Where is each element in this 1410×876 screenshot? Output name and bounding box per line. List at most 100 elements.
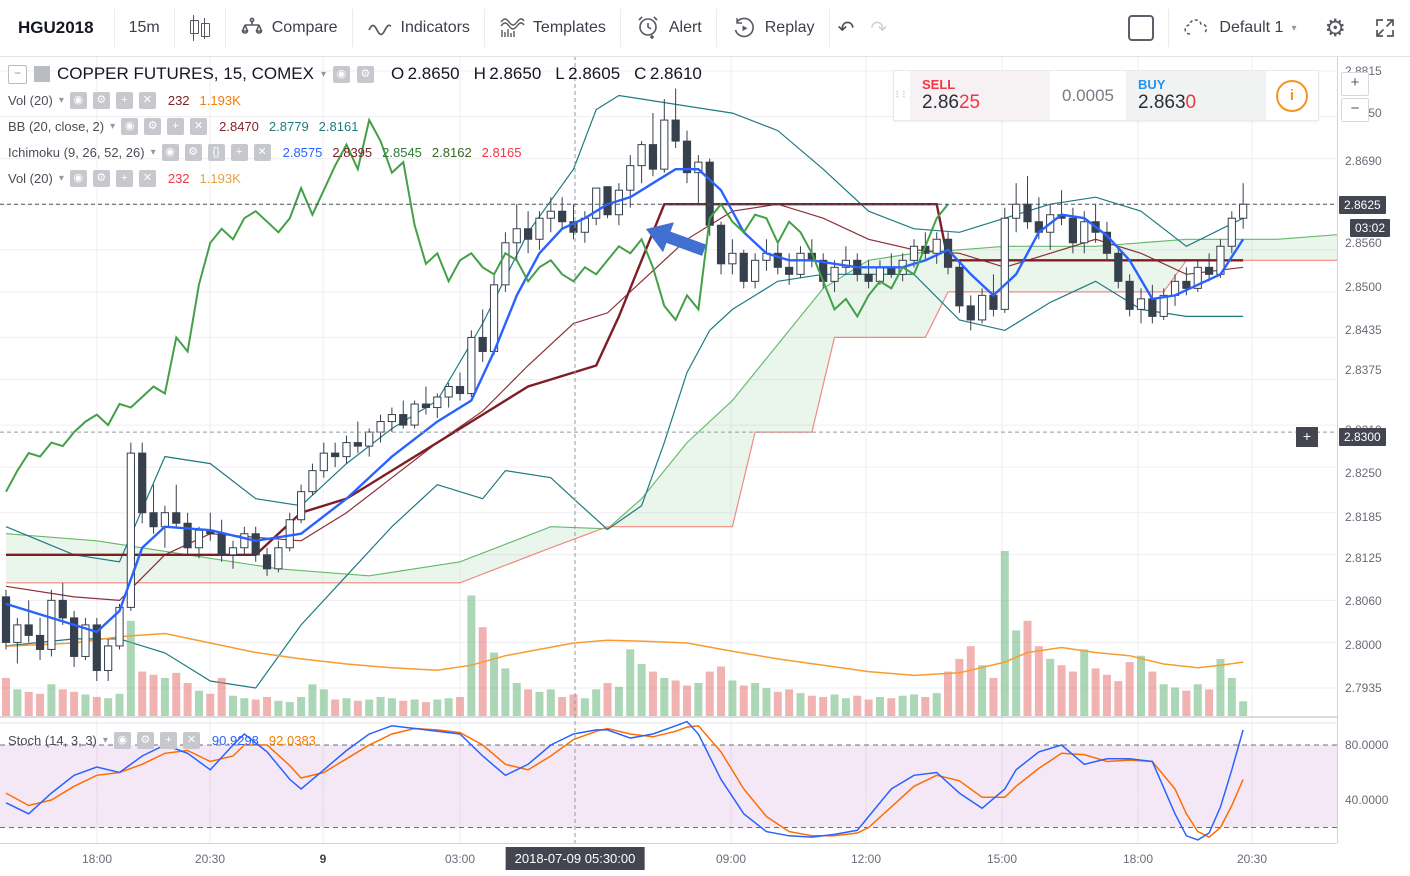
collapse-pane-button[interactable]: −	[8, 64, 27, 84]
eye-icon[interactable]: ◉	[332, 65, 350, 83]
candle	[830, 266, 839, 282]
redo-button[interactable]: ↷	[870, 17, 888, 40]
undo-button[interactable]: ↶	[837, 17, 855, 40]
indicator-name[interactable]: Stoch (14, 3, 3)	[8, 733, 97, 748]
volume-bar	[319, 689, 328, 716]
main-chart[interactable]	[0, 56, 1337, 843]
close-icon[interactable]: ✕	[182, 732, 200, 749]
indicators-button[interactable]: Indicators	[353, 9, 484, 47]
gear-icon[interactable]: ⚙	[144, 118, 162, 135]
volume-bar	[887, 698, 896, 716]
zoom-in-button[interactable]: +	[1341, 72, 1369, 96]
chevron-down-icon: ▾	[58, 95, 64, 106]
volume-bar	[501, 668, 510, 716]
candle	[104, 645, 113, 671]
plus-icon[interactable]: +	[230, 144, 248, 161]
volume-bar	[978, 665, 987, 716]
gear-icon[interactable]: ⚙	[92, 92, 110, 109]
candle	[751, 259, 760, 282]
eye-icon[interactable]: ◉	[69, 170, 87, 187]
time-axis[interactable]: 18:00 20:30 9 03:00 09:00 12:00 15:00 18:00 20:3…	[0, 843, 1337, 876]
chart-canvas[interactable]	[0, 56, 1337, 843]
gear-icon[interactable]: ⚙	[184, 144, 202, 161]
indicator-name[interactable]: Vol (20)	[8, 171, 53, 186]
arrow-drawing[interactable]	[640, 214, 709, 265]
volume-bar	[1137, 655, 1145, 716]
candle	[410, 403, 419, 426]
candle	[626, 165, 635, 191]
toolbar-divider	[828, 9, 830, 47]
volume-bar	[660, 677, 669, 716]
buy-button[interactable]: BUY 2.8630	[1126, 71, 1266, 120]
volume-bar	[921, 696, 930, 716]
volume-bar	[671, 680, 680, 716]
candle	[217, 533, 226, 556]
add-alert-plus-button[interactable]: +	[1296, 427, 1318, 447]
settings-button[interactable]: ⚙	[1324, 14, 1346, 42]
eye-icon[interactable]: ◉	[121, 118, 139, 135]
close-icon[interactable]: ✕	[138, 92, 156, 109]
braces-icon[interactable]: {}	[207, 144, 225, 161]
plus-icon[interactable]: +	[167, 118, 185, 135]
indicator-name[interactable]: Vol (20)	[8, 93, 53, 108]
interval-button[interactable]: 15m	[128, 19, 160, 36]
gear-icon[interactable]: ⚙	[92, 170, 110, 187]
volume-bar	[2, 677, 10, 716]
close-icon[interactable]: ✕	[190, 118, 208, 135]
chevron-down-icon[interactable]: ▾	[320, 68, 326, 80]
volume-bar	[694, 683, 703, 716]
time-axis-label: 09:00	[715, 852, 747, 866]
cloud-layout-button[interactable]: Default 1 ▾	[1169, 9, 1310, 47]
indicator-name[interactable]: Ichimoku (9, 26, 52, 26)	[8, 145, 145, 160]
volume-bar	[841, 698, 850, 716]
gear-icon[interactable]: ⚙	[356, 65, 374, 83]
layout-select-button[interactable]	[1114, 9, 1168, 47]
eye-icon[interactable]: ◉	[69, 92, 87, 109]
price-axis-label: 2.8375	[1345, 363, 1382, 377]
layout-square-icon	[1128, 15, 1155, 41]
zoom-out-button[interactable]: −	[1341, 98, 1369, 122]
candle	[455, 386, 465, 395]
candle	[671, 119, 680, 142]
candle	[47, 599, 56, 650]
price-axis[interactable]: + − 2.88152.87502.86902.85602.85002.8435…	[1337, 56, 1410, 843]
sell-button[interactable]: SELL 2.8625	[910, 71, 1050, 120]
gear-icon[interactable]: ⚙	[136, 732, 154, 749]
volume-bar	[546, 689, 555, 716]
candle	[966, 305, 975, 321]
volume-bar	[626, 649, 635, 716]
volume-bar	[717, 666, 726, 716]
indicator-value: 232	[167, 171, 190, 186]
replay-button[interactable]: Replay	[717, 9, 829, 47]
chart-style-button[interactable]	[175, 9, 225, 47]
plus-icon[interactable]: +	[159, 732, 177, 749]
candle	[1012, 203, 1021, 219]
close-icon[interactable]: ✕	[138, 170, 156, 187]
volume-bar	[433, 699, 442, 716]
close-icon[interactable]: ✕	[253, 144, 271, 161]
alert-button[interactable]: Alert	[621, 9, 716, 47]
compare-button[interactable]: Compare	[226, 9, 352, 47]
fullscreen-button[interactable]	[1360, 9, 1410, 47]
symbol-button[interactable]: HGU2018	[18, 18, 94, 37]
volume-bar	[70, 691, 79, 716]
eye-icon[interactable]: ◉	[161, 144, 179, 161]
eye-icon[interactable]: ◉	[113, 732, 131, 749]
volume-bar	[1034, 646, 1043, 716]
volume-bar	[785, 689, 794, 716]
plus-icon[interactable]: +	[115, 170, 133, 187]
plus-icon[interactable]: +	[115, 92, 133, 109]
info-button[interactable]: i	[1266, 71, 1318, 120]
volume-bar	[705, 671, 714, 716]
ohlc-values: O 2.8650 H 2.8650 L 2.8605 C 2.8610	[390, 64, 702, 83]
candle	[1080, 221, 1089, 244]
indicator-name[interactable]: BB (20, close, 2)	[8, 119, 105, 134]
countdown-badge: 03:02	[1350, 219, 1391, 237]
volume-bar	[569, 694, 578, 716]
templates-button[interactable]: Templates	[485, 9, 620, 47]
drag-handle-icon[interactable]: ⠇⠇	[895, 90, 909, 100]
symbol-title[interactable]: COPPER FUTURES, 15, COMEX	[57, 64, 314, 83]
volume-bar	[490, 652, 499, 716]
volume-bar	[853, 695, 862, 716]
volume-bar	[172, 672, 181, 716]
